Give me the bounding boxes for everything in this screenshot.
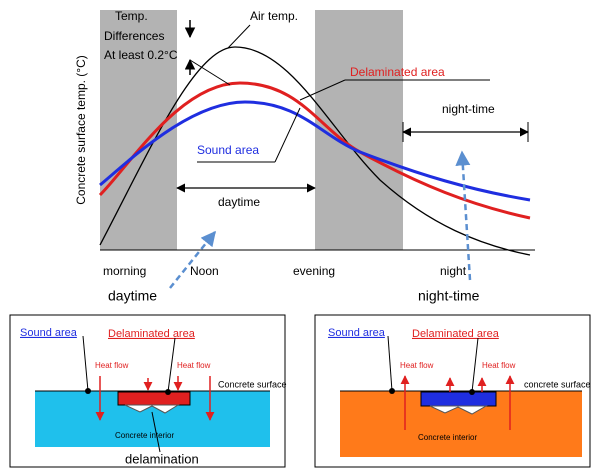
x-label: morning xyxy=(103,264,146,278)
dot xyxy=(469,389,475,395)
heat-flow: Heat flow xyxy=(177,361,211,370)
leader xyxy=(275,108,300,162)
interior-label: Concrete interior xyxy=(115,431,174,440)
dot xyxy=(85,388,91,394)
dot xyxy=(165,389,171,395)
surface-label: concrete surface xyxy=(524,379,591,389)
note: Differences xyxy=(104,29,164,43)
note: Temp. xyxy=(115,9,148,23)
panel-label: Sound area xyxy=(328,327,386,339)
surface-label: Concrete surface xyxy=(218,379,287,389)
night-band xyxy=(315,10,403,250)
interior-label: Concrete interior xyxy=(418,433,477,442)
heat-flow: Heat flow xyxy=(95,361,129,370)
span-label: daytime xyxy=(218,195,260,209)
caption: daytime xyxy=(108,288,157,304)
note: At least 0.2°C xyxy=(104,48,178,62)
diagram: Concrete surface temp. (°C) Temp. Differ… xyxy=(0,0,598,470)
delaminated-label: Delaminated area xyxy=(350,65,445,79)
panel-label: Sound area xyxy=(20,327,78,339)
x-label: Noon xyxy=(190,264,219,278)
sound-label: Sound area xyxy=(197,143,259,157)
air-label: Air temp. xyxy=(250,9,298,23)
night-band xyxy=(100,10,177,250)
leader xyxy=(228,25,250,48)
x-label: evening xyxy=(293,264,335,278)
delamination-label: delamination xyxy=(125,451,199,466)
pointer xyxy=(462,152,470,280)
heat-flow: Heat flow xyxy=(482,361,516,370)
delaminated-zone xyxy=(118,392,190,405)
y-axis-label: Concrete surface temp. (°C) xyxy=(74,55,88,205)
panel-label: Delaminated area xyxy=(108,328,196,340)
heat-flow: Heat flow xyxy=(400,361,434,370)
dot xyxy=(389,388,395,394)
leader xyxy=(190,60,230,85)
caption: night-time xyxy=(418,288,480,304)
x-label: night xyxy=(440,264,467,278)
panel-label: Delaminated area xyxy=(412,328,500,340)
span-label: night-time xyxy=(442,102,495,116)
delaminated-zone xyxy=(421,392,496,406)
